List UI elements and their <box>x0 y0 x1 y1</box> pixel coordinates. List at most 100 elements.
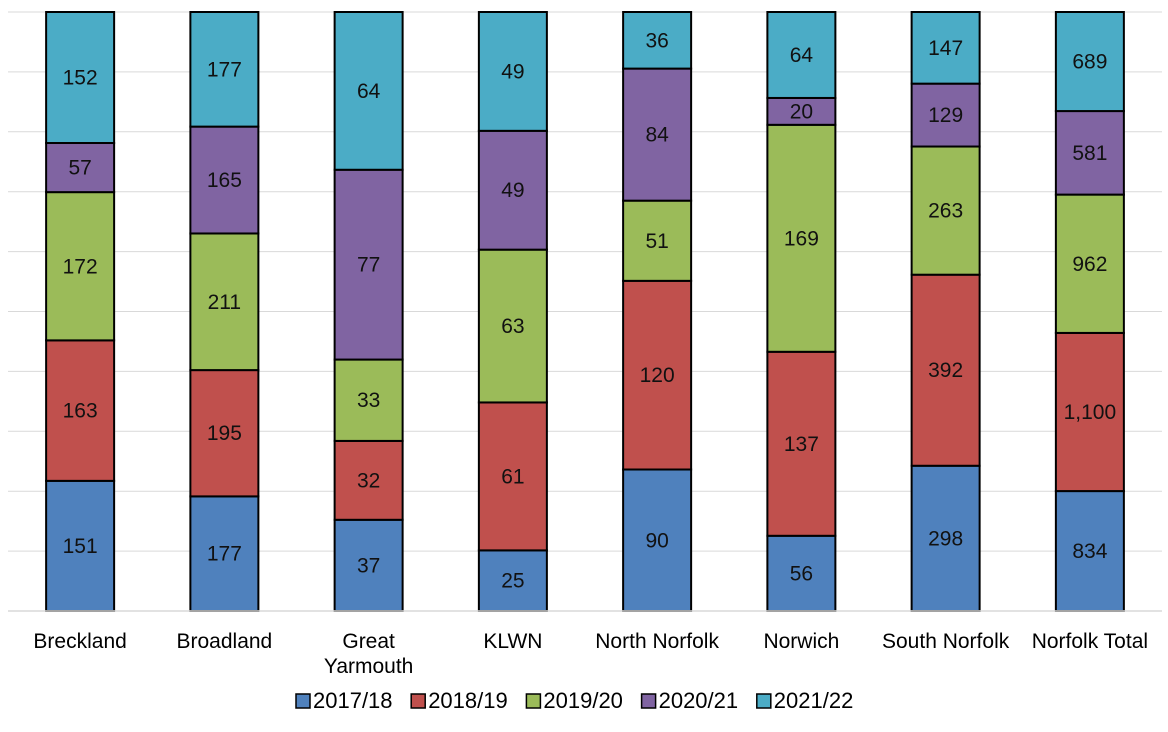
legend-label: 2018/19 <box>428 688 508 713</box>
data-label: 177 <box>207 58 242 81</box>
data-label: 151 <box>63 535 98 558</box>
category-label-line: South Norfolk <box>882 630 1010 653</box>
category-label: Breckland <box>33 630 126 653</box>
data-label: 298 <box>928 527 963 550</box>
legend-swatch <box>640 693 657 709</box>
category-label-line: Breckland <box>33 630 126 653</box>
bar-segment <box>333 358 404 442</box>
data-label: 163 <box>63 400 98 423</box>
legend-label: 2021/22 <box>774 688 854 713</box>
data-label: 172 <box>63 255 98 278</box>
legend-swatch <box>295 693 311 709</box>
data-label: 195 <box>207 422 242 445</box>
data-label: 90 <box>645 529 668 552</box>
bar-segment <box>189 125 260 235</box>
data-label: 962 <box>1072 253 1107 276</box>
data-label: 61 <box>501 465 524 488</box>
data-label: 211 <box>208 291 241 314</box>
bar-segment <box>622 279 693 471</box>
data-label: 64 <box>790 44 814 67</box>
legend-swatch <box>410 693 426 709</box>
legend-swatch <box>525 693 542 709</box>
data-label: 165 <box>207 169 242 192</box>
category-label-line: Yarmouth <box>324 655 414 678</box>
data-label: 56 <box>790 562 813 585</box>
category-label: Great Yarmouth <box>324 630 414 678</box>
category-label-line: Great <box>342 630 395 653</box>
legend-label: 2017/18 <box>313 688 393 713</box>
data-label: 834 <box>1072 540 1107 563</box>
legend-swatch <box>756 693 772 709</box>
bar-segment <box>622 199 693 282</box>
data-label: 177 <box>207 543 242 566</box>
bar-segment <box>45 142 116 194</box>
category-label: Broadland <box>177 630 273 653</box>
category-label-line: Norwich <box>763 630 839 653</box>
data-label: 392 <box>928 359 963 382</box>
category-label-line: Norfolk Total <box>1032 630 1148 653</box>
bar-segment <box>1054 11 1125 113</box>
bar-segment <box>1054 331 1125 493</box>
bar-segment <box>1054 110 1125 196</box>
data-label: 169 <box>784 227 819 250</box>
bar-segment <box>766 350 837 537</box>
data-label: 63 <box>501 315 524 338</box>
category-label: Norwich <box>763 630 839 653</box>
data-label: 49 <box>501 60 524 83</box>
data-label: 33 <box>357 389 380 412</box>
legend-item: 2020/21 <box>640 688 739 713</box>
category-label-line: North Norfolk <box>595 630 719 653</box>
bar-segment <box>189 11 260 128</box>
bar-segment <box>1054 490 1125 612</box>
bar-segment <box>45 11 116 145</box>
bar-segment <box>910 464 981 612</box>
bar-segment <box>766 96 837 126</box>
category-label-line: KLWN <box>483 630 542 653</box>
category-label: South Norfolk <box>882 630 1010 653</box>
bar-segment <box>477 11 548 132</box>
bar-segment <box>766 11 837 99</box>
bar-segment <box>189 232 260 372</box>
data-label: 64 <box>357 80 381 103</box>
data-label: 689 <box>1072 51 1107 74</box>
data-label: 129 <box>928 104 963 127</box>
legend-item: 2021/22 <box>756 688 854 713</box>
data-label: 37 <box>357 554 380 577</box>
legend-item: 2017/18 <box>295 688 393 713</box>
legend-label: 2020/21 <box>659 688 739 713</box>
data-label: 32 <box>357 469 380 492</box>
category-label: North Norfolk <box>595 630 719 653</box>
data-label: 137 <box>784 433 819 456</box>
bar-segment <box>189 495 260 613</box>
data-label: 84 <box>645 124 669 147</box>
data-label: 120 <box>640 364 675 387</box>
data-label: 57 <box>68 157 91 180</box>
category-label: Norfolk Total <box>1032 630 1148 653</box>
legend-label: 2019/20 <box>543 688 623 713</box>
data-label: 147 <box>928 37 963 60</box>
data-label: 49 <box>501 179 524 202</box>
category-label: KLWN <box>483 630 542 653</box>
legend-item: 2019/20 <box>525 688 623 713</box>
data-label: 581 <box>1072 142 1107 165</box>
bar-segment <box>910 273 981 467</box>
data-label: 152 <box>63 67 98 90</box>
bar-segment <box>910 82 981 148</box>
data-label: 36 <box>645 29 668 52</box>
bar-segment <box>45 191 116 342</box>
bar-segment <box>477 401 548 552</box>
bar-segment <box>333 439 404 521</box>
bar-segment <box>910 11 981 85</box>
bar-segment <box>766 123 837 353</box>
data-label: 20 <box>790 100 813 123</box>
data-label: 1,100 <box>1064 401 1117 424</box>
bar-segment <box>333 11 404 171</box>
bar-segment <box>189 369 260 498</box>
data-label: 25 <box>501 570 524 593</box>
data-label: 263 <box>928 200 963 223</box>
data-label: 77 <box>357 254 380 277</box>
legend-item: 2018/19 <box>410 688 508 713</box>
category-label-line: Broadland <box>177 630 273 653</box>
